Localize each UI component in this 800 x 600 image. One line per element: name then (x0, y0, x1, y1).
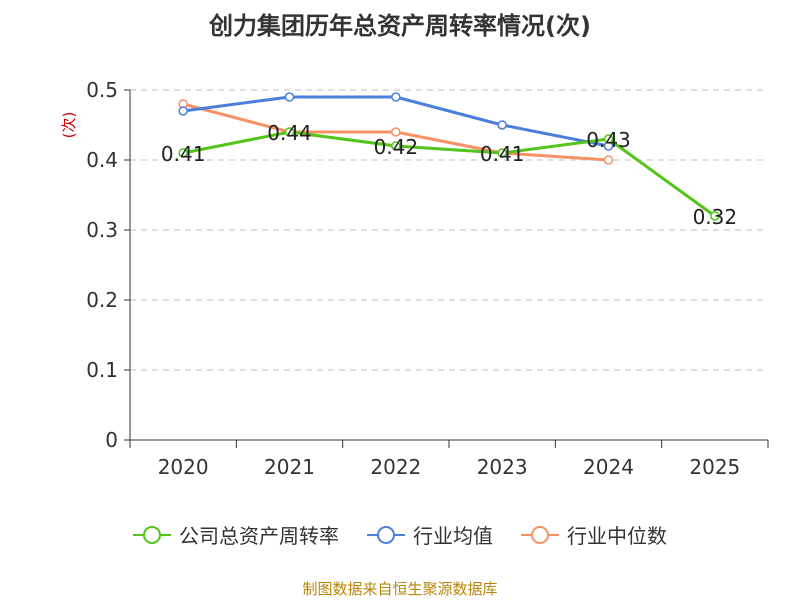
legend-circle (531, 525, 549, 544)
legend-label: 行业均值 (413, 524, 493, 548)
data-point (710, 211, 720, 221)
chart-title: 创力集团历年总资产周转率情况(次) (209, 12, 591, 40)
data-label: 0.44 (267, 121, 312, 145)
data-label: 0.32 (693, 205, 738, 229)
data-point (391, 92, 401, 102)
y-tick-label: 0.2 (86, 288, 118, 312)
x-tick-label: 2024 (583, 455, 634, 479)
x-tick-label: 2021 (264, 455, 315, 479)
data-point (284, 92, 295, 102)
data-point (603, 155, 614, 165)
legend-circle (377, 525, 395, 544)
data-label: 0.41 (161, 142, 206, 166)
y-tick-label: 0.4 (86, 148, 118, 172)
data-point (497, 148, 507, 158)
x-tick-label: 2025 (689, 455, 740, 479)
data-point (391, 141, 401, 151)
series-line (182, 130, 716, 218)
legend-label: 行业中位数 (567, 524, 667, 548)
data-label: 0.42 (374, 135, 419, 159)
legend-marker-icon (133, 525, 171, 544)
y-tick-label: 0.1 (86, 358, 118, 382)
legend-item[interactable]: 公司总资产周转率 (133, 520, 339, 549)
legend-item[interactable]: 行业均值 (367, 520, 493, 549)
data-source-note: 制图数据来自恒生聚源数据库 (302, 580, 498, 598)
data-point (497, 120, 507, 130)
data-label: 0.43 (586, 128, 631, 152)
data-point (284, 127, 295, 137)
data-label: 0.41 (480, 142, 525, 166)
y-axis-label: (次) (60, 112, 78, 139)
data-point (178, 148, 188, 158)
data-point (391, 127, 401, 137)
legend-item[interactable]: 行业中位数 (521, 520, 667, 549)
data-point (178, 106, 188, 116)
chart-legend: 公司总资产周转率 行业均值 行业中位数 (0, 520, 800, 549)
legend-marker-icon (367, 525, 405, 544)
x-tick-label: 2023 (477, 455, 528, 479)
legend-circle (143, 525, 161, 544)
y-tick-label: 0.5 (86, 78, 118, 102)
x-tick-label: 2020 (158, 455, 209, 479)
y-tick-label: 0 (105, 428, 118, 452)
x-tick-label: 2022 (370, 455, 421, 479)
data-point (603, 134, 614, 144)
legend-label: 公司总资产周转率 (179, 524, 339, 548)
legend-marker-icon (521, 525, 559, 544)
y-tick-label: 0.3 (86, 218, 118, 242)
